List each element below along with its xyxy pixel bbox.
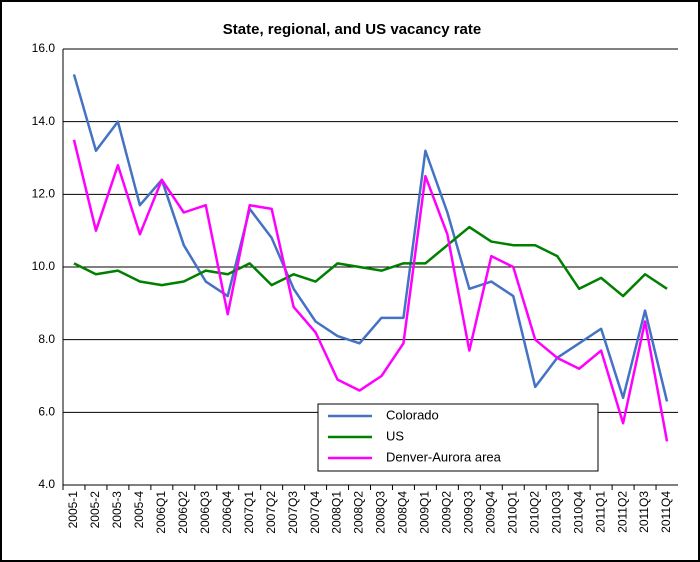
x-tick-label: 2011Q4 [659, 491, 673, 533]
line [72, 139, 669, 442]
x-tick-label: 2007Q1 [242, 491, 256, 534]
x-tick-label: 2006Q3 [198, 491, 212, 534]
chart-title: State, regional, and US vacancy rate [223, 21, 481, 38]
x-tick-label: 2010Q4 [571, 491, 585, 534]
x-tick-label: 2011Q1 [593, 491, 607, 533]
x-tick-label: 2007Q2 [264, 491, 278, 534]
x-tick-label: 2009Q4 [483, 491, 497, 534]
x-tick-label: 2011Q2 [615, 491, 629, 533]
line [73, 225, 668, 298]
legend-label: US [386, 428, 404, 443]
y-tick-label: 6.0 [38, 405, 55, 419]
x-tick-label: 2011Q3 [637, 491, 651, 533]
x-tick-label: 2005-2 [88, 491, 102, 529]
x-tick-label: 2006Q4 [220, 491, 234, 534]
x-tick-label: 2010Q3 [549, 491, 563, 534]
y-tick-label: 8.0 [38, 332, 55, 346]
x-tick-label: 2008Q3 [374, 491, 388, 534]
y-tick-label: 4.0 [38, 477, 55, 491]
y-tick-label: 14.0 [32, 114, 56, 128]
line [72, 74, 669, 402]
x-tick-label: 2010Q2 [527, 491, 541, 534]
x-tick-label: 2008Q4 [396, 491, 410, 534]
legend-label: Denver-Aurora area [386, 449, 502, 464]
x-tick-label: 2009Q3 [462, 491, 476, 534]
x-tick-label: 2007Q3 [286, 491, 300, 534]
x-tick-label: 2010Q1 [505, 491, 519, 534]
x-tick-label: 2005-1 [66, 491, 80, 529]
x-tick-label: 2009Q1 [418, 491, 432, 534]
x-tick-label: 2007Q4 [308, 491, 322, 534]
x-tick-label: 2008Q2 [352, 491, 366, 534]
legend-label: Colorado [386, 407, 439, 422]
x-tick-label: 2008Q1 [330, 491, 344, 534]
y-tick-label: 16.0 [32, 41, 56, 55]
y-tick-label: 12.0 [32, 187, 56, 201]
x-tick-label: 2005-4 [132, 491, 146, 529]
x-tick-label: 2009Q2 [440, 491, 454, 534]
x-tick-label: 2005-3 [110, 491, 124, 529]
x-tick-label: 2006Q2 [176, 491, 190, 534]
x-tick-label: 2006Q1 [154, 491, 168, 534]
y-tick-label: 10.0 [32, 259, 56, 273]
